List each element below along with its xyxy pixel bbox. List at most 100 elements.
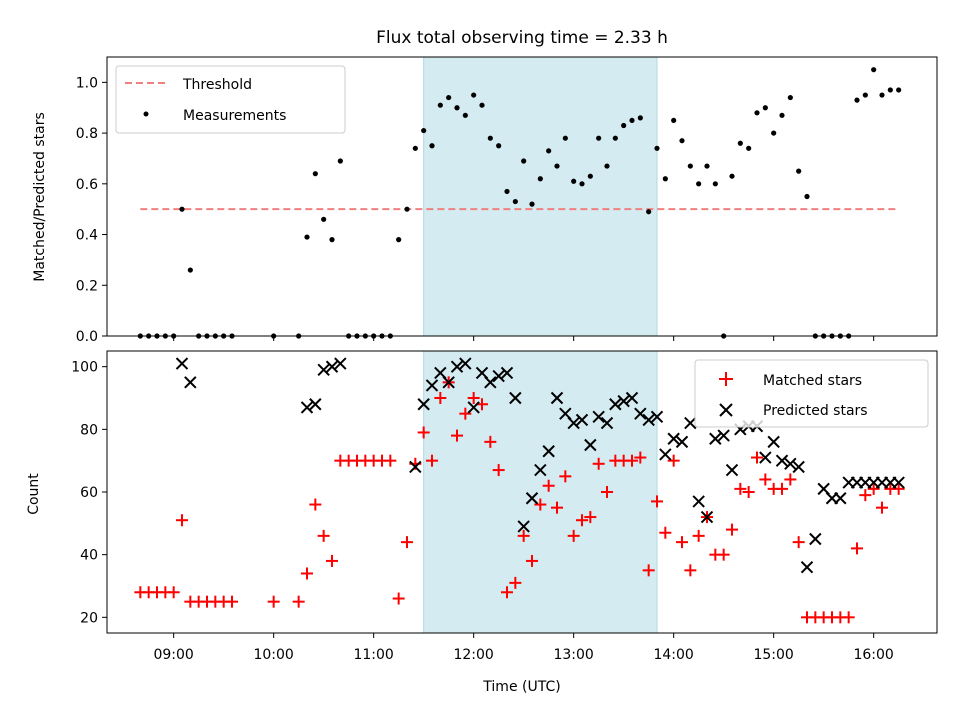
matched-star-point bbox=[659, 526, 672, 539]
predicted-star-point bbox=[634, 407, 647, 420]
matched-star-point bbox=[167, 586, 180, 599]
measurement-point bbox=[446, 94, 452, 101]
predicted-star-point bbox=[650, 410, 664, 424]
bottom-ytick-label: 80 bbox=[80, 422, 98, 438]
predicted-star-point bbox=[492, 369, 505, 383]
predicted-star-point bbox=[675, 435, 689, 449]
threshold-legend-label: Threshold bbox=[182, 77, 252, 93]
bottom-highlight-span bbox=[423, 350, 658, 634]
predicted-star-point bbox=[567, 416, 580, 430]
matched-star-point bbox=[734, 482, 747, 495]
predicted-star-point bbox=[442, 376, 455, 389]
matched-star-point bbox=[317, 529, 330, 542]
measurement-point bbox=[529, 201, 535, 207]
predicted-star-point bbox=[409, 460, 422, 474]
measurement-point bbox=[654, 145, 660, 151]
measurement-point bbox=[321, 216, 327, 222]
predicted-stars-series bbox=[175, 357, 905, 574]
matched-star-point bbox=[492, 464, 505, 477]
predicted-star-point bbox=[600, 416, 614, 430]
measurement-point bbox=[746, 145, 752, 151]
measurement-point bbox=[629, 117, 635, 124]
matched-star-point bbox=[576, 514, 588, 527]
measurement-point bbox=[412, 145, 418, 151]
predicted-star-point bbox=[792, 460, 805, 474]
predicted-star-point bbox=[775, 454, 789, 467]
predicted-star-point bbox=[459, 357, 472, 370]
predicted-star-point bbox=[309, 398, 322, 411]
matched-star-point bbox=[892, 482, 905, 495]
measurement-point bbox=[312, 171, 318, 177]
measurement-point bbox=[771, 130, 777, 136]
predicted-star-point bbox=[467, 401, 480, 414]
predicted-star-point bbox=[592, 410, 605, 424]
predicted-star-point bbox=[325, 360, 339, 373]
top-y-axis-label: Matched/Predicted stars bbox=[32, 112, 48, 282]
matched-star-point bbox=[584, 511, 597, 524]
predicted-star-point bbox=[700, 510, 714, 524]
top-ytick-label: 0.0 bbox=[76, 329, 98, 345]
bottom-x-axis-label: Time (UTC) bbox=[482, 679, 560, 695]
predicted-star-point bbox=[684, 416, 697, 430]
matched-star-point bbox=[851, 542, 863, 555]
predicted-star-point bbox=[175, 357, 189, 370]
measurement-point bbox=[396, 237, 402, 243]
top-ytick-label: 1.0 bbox=[76, 75, 98, 91]
measurement-point bbox=[887, 87, 893, 93]
measurement-point bbox=[621, 122, 627, 129]
matched-star-point bbox=[467, 392, 480, 404]
matched-star-point bbox=[776, 482, 788, 495]
measurement-point bbox=[471, 92, 477, 98]
bottom-xtick-label: 15:00 bbox=[753, 647, 793, 663]
measurement-point bbox=[587, 173, 593, 179]
top-y-axis: 0.0 0.2 0.4 0.6 0.8 1.0 bbox=[76, 75, 107, 345]
matched-star-point bbox=[267, 595, 280, 608]
top-legend-box bbox=[115, 65, 346, 134]
top-x-axis bbox=[173, 336, 875, 341]
bottom-xtick-label: 10:00 bbox=[253, 647, 293, 663]
measurement-point bbox=[504, 188, 510, 195]
bottom-y-axis-label: Count bbox=[26, 473, 42, 515]
measurement-point bbox=[646, 209, 652, 215]
predicted-star-point bbox=[784, 457, 797, 471]
bottom-ytick-label: 100 bbox=[71, 360, 98, 376]
predicted-legend-label: Predicted stars bbox=[763, 403, 868, 419]
measurement-point bbox=[754, 110, 760, 116]
top-legend: Threshold Measurements bbox=[115, 65, 346, 134]
predicted-legend-swatch bbox=[719, 403, 733, 417]
measurement-point bbox=[787, 94, 793, 101]
matched-star-point bbox=[176, 514, 188, 527]
matched-star-point bbox=[226, 595, 238, 608]
predicted-star-point bbox=[550, 391, 564, 405]
measurement-point bbox=[304, 234, 310, 240]
predicted-star-point bbox=[709, 432, 722, 445]
bottom-ytick-label: 20 bbox=[80, 610, 98, 626]
matched-stars-series bbox=[134, 376, 905, 624]
predicted-star-point bbox=[542, 445, 555, 458]
measurement-point bbox=[437, 102, 443, 108]
measurement-point bbox=[804, 193, 810, 200]
predicted-star-point bbox=[417, 398, 430, 411]
matched-star-point bbox=[551, 501, 563, 514]
measurement-point bbox=[454, 105, 460, 111]
matched-star-point bbox=[509, 576, 522, 589]
matched-star-point bbox=[692, 529, 705, 542]
predicted-star-point bbox=[800, 560, 814, 574]
measurement-point bbox=[704, 163, 710, 169]
bottom-panel: 20 40 60 80 100 09:00 10:00 11:00 12:00 13:00 14:… bbox=[26, 350, 938, 695]
measurement-point bbox=[554, 163, 560, 169]
measurement-point bbox=[462, 112, 468, 118]
measurement-point bbox=[487, 135, 493, 141]
measurement-point bbox=[421, 127, 427, 134]
matched-star-point bbox=[742, 486, 755, 498]
measurement-point bbox=[671, 117, 677, 124]
measurement-point bbox=[637, 115, 643, 121]
measurement-point bbox=[896, 87, 902, 93]
matched-star-point bbox=[726, 523, 738, 536]
predicted-star-point bbox=[500, 366, 514, 380]
bottom-x-axis: 09:00 10:00 11:00 12:00 13:00 14:00 15:00 16:00 bbox=[153, 633, 894, 663]
measurement-point bbox=[871, 67, 877, 73]
predicted-star-point bbox=[625, 391, 639, 405]
measurement-point bbox=[762, 105, 768, 111]
matched-star-point bbox=[451, 429, 463, 442]
